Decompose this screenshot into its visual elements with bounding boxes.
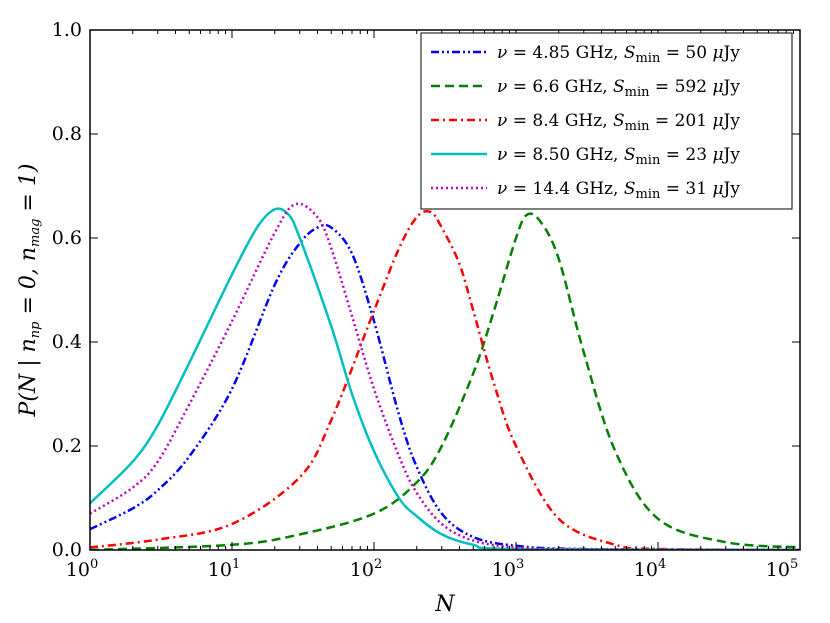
legend-label: ν = 4.85 GHz, Smin = 50 μJy — [497, 43, 740, 66]
series-lines — [90, 202, 800, 550]
x-tick-label: 101 — [208, 557, 240, 581]
series-line-2 — [90, 212, 800, 550]
legend-item-1: ν = 4.85 GHz, Smin = 50 μJy — [431, 43, 740, 66]
series-line-3 — [90, 209, 800, 550]
legend-item-2: ν = 6.6 GHz, Smin = 592 μJy — [431, 77, 740, 100]
legend: ν = 4.85 GHz, Smin = 50 μJy ν = 6.6 GHz, … — [420, 32, 793, 210]
y-tick-label: 0.8 — [52, 123, 82, 145]
y-tick-labels: 0.0 0.2 0.4 0.6 0.8 1.0 — [52, 19, 82, 561]
series-line-5 — [90, 202, 800, 550]
x-axis-label: N — [434, 592, 455, 617]
x-tick-label: 103 — [492, 557, 524, 581]
series-line-4 — [90, 207, 800, 550]
y-tick-label: 0.6 — [52, 227, 82, 249]
legend-label: ν = 8.50 GHz, Smin = 23 μJy — [497, 145, 740, 168]
axis-ticks — [89, 29, 801, 551]
y-tick-label: 0.2 — [52, 435, 82, 457]
series-line-1 — [90, 223, 800, 550]
plot-frame — [89, 29, 801, 551]
x-tick-labels: 100 101 102 103 104 105 — [66, 557, 798, 581]
legend-item-3: ν = 8.4 GHz, Smin = 201 μJy — [431, 111, 740, 134]
legend-item-4: ν = 8.50 GHz, Smin = 23 μJy — [431, 145, 740, 168]
x-tick-label: 104 — [634, 557, 666, 581]
x-tick-label: 105 — [766, 557, 798, 581]
x-tick-label: 102 — [350, 557, 382, 581]
y-tick-label: 0.0 — [52, 539, 82, 561]
x-tick-label: 100 — [66, 557, 98, 581]
legend-label: ν = 14.4 GHz, Smin = 31 μJy — [497, 179, 740, 202]
y-tick-label: 1.0 — [52, 19, 82, 41]
legend-label: ν = 6.6 GHz, Smin = 592 μJy — [497, 77, 740, 100]
y-tick-label: 0.4 — [52, 331, 82, 353]
legend-box — [420, 32, 793, 210]
y-axis-label: P(N | nnp = 0, nmag = 1) — [16, 164, 43, 418]
legend-label: ν = 8.4 GHz, Smin = 201 μJy — [497, 111, 740, 134]
legend-item-5: ν = 14.4 GHz, Smin = 31 μJy — [431, 179, 740, 202]
